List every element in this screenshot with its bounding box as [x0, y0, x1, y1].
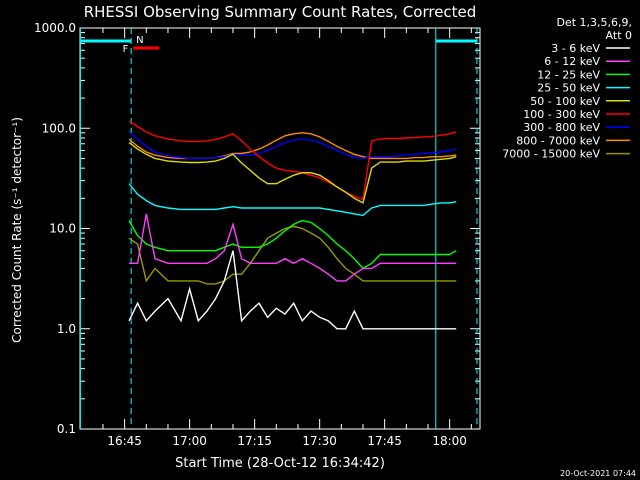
series-line-0	[128, 250, 457, 330]
y-axis-label: Corrected Count Rate (s⁻¹ detector⁻¹)	[10, 117, 24, 343]
legend-label: 6 - 12 keV	[544, 55, 600, 68]
x-axis-label: Start Time (28-Oct-12 16:34:42)	[175, 456, 385, 471]
series-line-6	[128, 131, 457, 160]
y-tick-label: 10.0	[49, 222, 76, 236]
plot-area: 0.1 1.0 10.0 100.0 1000.0 16:45 17:00 17:15 17:3…	[34, 21, 481, 448]
flare-flag-label: F	[123, 44, 129, 55]
x-tick-label: 16:45	[107, 434, 142, 448]
legend-label: 3 - 6 keV	[551, 42, 600, 55]
legend-label: 50 - 100 keV	[530, 95, 600, 108]
y-tick-label: 1.0	[57, 322, 76, 336]
y-tick-label: 1000.0	[34, 21, 76, 35]
y-tick-label: 0.1	[57, 422, 76, 436]
legend-label: 12 - 25 keV	[537, 68, 600, 81]
x-tick-label: 17:15	[237, 434, 272, 448]
x-tick-label: 17:30	[302, 434, 337, 448]
chart-title: RHESSI Observing Summary Count Rates, Co…	[84, 3, 477, 21]
legend-header-line-2: Att 0	[606, 29, 632, 42]
legend-label: 800 - 7000 keV	[516, 134, 600, 147]
series-line-2	[128, 219, 457, 270]
series-line-8	[128, 225, 457, 285]
generation-timestamp: 20-Oct-2021 07:44	[560, 469, 636, 478]
legend-label: 100 - 300 keV	[523, 108, 600, 121]
series-line-3	[128, 183, 457, 217]
legend-label: 300 - 800 keV	[523, 121, 600, 134]
x-tick-label: 18:00	[432, 434, 467, 448]
legend-header-line-1: Det 1,3,5,6,9,	[556, 16, 632, 29]
y-tick-label: 100.0	[42, 121, 76, 135]
series-line-4	[128, 142, 457, 204]
night-flag-label: N	[136, 35, 143, 46]
x-tick-label: 17:00	[172, 434, 207, 448]
x-tick-label: 17:45	[367, 434, 402, 448]
legend-label: 7000 - 15000 keV	[502, 148, 600, 161]
series-line-1	[129, 213, 457, 282]
legend-label: 25 - 50 keV	[537, 82, 600, 95]
series-line-5	[128, 120, 457, 201]
